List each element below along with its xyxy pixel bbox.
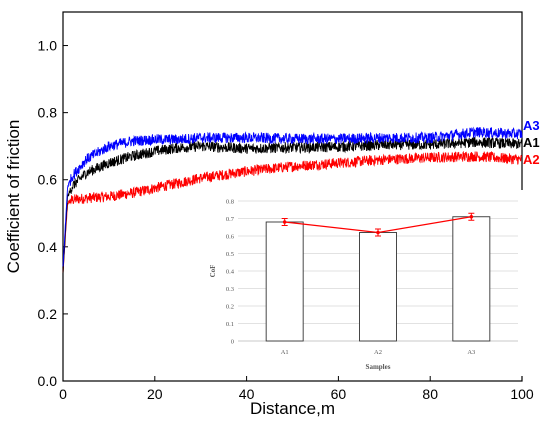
main-line-chart: 0.0 0.2 0.4 0.6 0.8 1.0 0 20 40 60 80 100 A3 A1 A2 D… bbox=[4, 11, 540, 418]
inset-y-tick-label: 0.1 bbox=[226, 321, 234, 328]
inset-y-tick-label: 0 bbox=[231, 339, 234, 346]
series-line-a3 bbox=[62, 126, 523, 267]
inset-x-tick-label: A1 bbox=[281, 349, 289, 356]
main-y-ticks: 0.0 0.2 0.4 0.6 0.8 1.0 bbox=[38, 38, 68, 389]
inset-y-axis-label: CoF bbox=[209, 265, 217, 278]
main-x-tick-label: 0 bbox=[59, 386, 67, 402]
main-series-labels: A3 A1 A2 bbox=[523, 118, 540, 167]
inset-bar-a3 bbox=[452, 216, 491, 342]
main-y-axis-label: Coefficient of friction bbox=[4, 120, 23, 274]
main-y-tick-label: 0.4 bbox=[38, 239, 58, 255]
main-y-tick-label: 1.0 bbox=[38, 38, 58, 54]
inset-y-tick-label: 0.5 bbox=[226, 251, 234, 258]
main-x-tick-label: 60 bbox=[331, 386, 347, 402]
inset-y-ticks: 0 0.1 0.2 0.3 0.4 0.5 0.6 0.7 0.8 bbox=[226, 199, 235, 346]
inset-x-tick-label: A2 bbox=[374, 349, 382, 356]
main-x-axis-label: Distance,m bbox=[250, 399, 335, 418]
main-x-tick-label: 40 bbox=[239, 386, 255, 402]
inset-y-tick-label: 0.7 bbox=[226, 216, 235, 223]
inset-bar-a2 bbox=[359, 232, 397, 342]
inset-point-a3 bbox=[469, 214, 474, 219]
inset-y-tick-label: 0.2 bbox=[226, 304, 234, 311]
series-label-a2: A2 bbox=[523, 152, 540, 167]
inset-y-tick-label: 0.4 bbox=[226, 269, 235, 276]
inset-bar-a1 bbox=[265, 221, 304, 342]
inset-point-a1 bbox=[282, 220, 287, 224]
main-y-tick-label: 0.6 bbox=[38, 172, 58, 188]
inset-y-tick-label: 0.6 bbox=[226, 234, 235, 241]
main-y-tick-label: 0.2 bbox=[38, 306, 58, 322]
inset-point-a2 bbox=[376, 230, 380, 235]
inset-bar-chart: 0 0.1 0.2 0.3 0.4 0.5 0.6 0.7 0.8 A1 A2 A3 Samples… bbox=[205, 190, 523, 376]
inset-x-ticks: A1 A2 A3 bbox=[281, 349, 476, 356]
main-y-tick-label: 0.0 bbox=[38, 373, 58, 389]
series-label-a3: A3 bbox=[523, 118, 540, 133]
inset-y-tick-label: 0.3 bbox=[226, 286, 234, 293]
main-y-tick-label: 0.8 bbox=[38, 105, 58, 121]
inset-y-tick-label: 0.8 bbox=[226, 199, 234, 206]
main-x-ticks: 0 20 40 60 80 100 bbox=[59, 376, 534, 402]
inset-trend-line bbox=[281, 212, 475, 237]
series-label-a1: A1 bbox=[523, 135, 540, 150]
main-x-tick-label: 20 bbox=[147, 386, 163, 402]
main-x-tick-label: 80 bbox=[422, 386, 438, 402]
inset-x-tick-label: A3 bbox=[467, 349, 475, 356]
main-x-tick-label: 100 bbox=[510, 386, 534, 402]
main-series-group bbox=[62, 126, 523, 275]
series-line-a2 bbox=[62, 150, 523, 274]
inset-x-axis-label: Samples bbox=[366, 363, 391, 371]
